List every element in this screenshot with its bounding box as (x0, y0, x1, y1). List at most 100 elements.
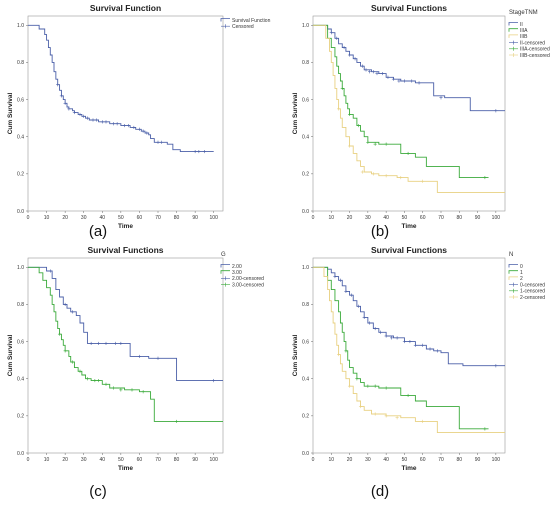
legend-entry: 2-censored (520, 295, 545, 301)
plot-area (27, 257, 224, 454)
x-tick-label: 70 (155, 457, 161, 463)
x-tick-label: 90 (475, 215, 481, 221)
x-axis-label: Time (118, 465, 133, 472)
x-tick-label: 50 (402, 215, 408, 221)
legend-entry: 0-censored (520, 282, 545, 288)
x-tick-label: 90 (192, 457, 198, 463)
x-tick-label: 50 (402, 457, 408, 463)
x-axis-label: Time (401, 465, 416, 472)
y-tick-label: 0.2 (17, 414, 24, 420)
x-tick-label: 100 (492, 457, 501, 463)
x-tick-label: 100 (210, 215, 219, 221)
x-tick-label: 70 (438, 457, 444, 463)
series-2 (313, 24, 505, 193)
x-tick-label: 60 (137, 215, 143, 221)
panel-label: (a) (89, 223, 107, 240)
x-tick-label: 20 (347, 215, 353, 221)
legend-entry: 1-censored (520, 289, 545, 295)
plot-area (312, 257, 506, 454)
x-tick-label: 40 (100, 457, 106, 463)
y-tick-label: 0.4 (302, 377, 309, 383)
y-tick-label: 1.0 (17, 265, 24, 271)
panel-label: (b) (371, 223, 389, 240)
y-tick-label: 1.0 (17, 23, 24, 29)
x-tick-label: 30 (365, 457, 371, 463)
legend-entry: Censored (232, 24, 254, 30)
legend-entry: IIIB (520, 34, 528, 40)
y-tick-label: 0.0 (17, 451, 24, 457)
panel-label: (d) (371, 483, 389, 500)
x-tick-label: 50 (118, 457, 124, 463)
survival-curve (28, 266, 223, 382)
x-tick-label: 10 (44, 215, 50, 221)
legend-swatch (508, 264, 518, 268)
x-tick-label: 80 (174, 457, 180, 463)
legend-swatch (220, 264, 230, 268)
panel-label: (c) (89, 483, 107, 500)
panel-title: Survival Functions (371, 245, 447, 255)
survival-curve (313, 266, 505, 367)
x-tick-label: 60 (420, 457, 426, 463)
x-tick-label: 30 (365, 215, 371, 221)
legend-entry: II (520, 22, 523, 28)
x-tick-label: 40 (383, 457, 389, 463)
legend-entry: 2.00 (232, 264, 242, 270)
y-tick-label: 0.6 (17, 97, 24, 103)
legend-entry: 0 (520, 264, 523, 270)
series-1 (28, 266, 223, 424)
y-tick-label: 0.2 (302, 172, 309, 178)
y-axis-label: Cum Survival (292, 335, 299, 377)
legend-swatch (220, 18, 230, 22)
y-tick-label: 0.8 (302, 60, 309, 66)
legend-entry: 2.00-censored (232, 276, 264, 282)
legend-swatch (508, 28, 518, 32)
x-tick-label: 80 (457, 215, 463, 221)
y-axis-label: Cum Survival (292, 93, 299, 135)
legend-entry: Survival Function (232, 18, 271, 24)
x-tick-label: 10 (44, 457, 50, 463)
legend-swatch (508, 276, 518, 280)
x-tick-label: 20 (62, 457, 68, 463)
y-tick-label: 0.0 (302, 451, 309, 457)
x-tick-label: 30 (81, 215, 87, 221)
x-tick-label: 90 (475, 457, 481, 463)
x-tick-label: 20 (347, 457, 353, 463)
legend-swatch (508, 22, 518, 26)
x-tick-label: 90 (192, 215, 198, 221)
x-tick-label: 30 (81, 457, 87, 463)
legend-title: N (509, 252, 513, 258)
y-tick-label: 1.0 (302, 23, 309, 29)
legend-swatch (220, 270, 230, 274)
x-tick-label: 0 (312, 215, 315, 221)
x-tick-label: 80 (174, 215, 180, 221)
series-1 (313, 24, 489, 180)
y-tick-label: 0.4 (302, 135, 309, 141)
x-tick-label: 100 (210, 457, 219, 463)
plot-area (312, 15, 506, 212)
series-0 (313, 266, 505, 368)
legend-entry: IIIA-censored (520, 47, 550, 53)
y-tick-label: 0.8 (17, 60, 24, 66)
legend-title: StageTNM (509, 10, 538, 16)
legend-swatch (508, 34, 518, 38)
y-tick-label: 0.8 (17, 302, 24, 308)
panel-title: Survival Functions (87, 245, 163, 255)
x-tick-label: 0 (27, 457, 30, 463)
y-tick-label: 0.0 (302, 209, 309, 215)
x-tick-label: 70 (438, 215, 444, 221)
series-0 (28, 266, 223, 383)
y-tick-label: 0.6 (302, 339, 309, 345)
x-tick-label: 20 (62, 215, 68, 221)
x-axis-label: Time (118, 223, 133, 230)
y-tick-label: 0.4 (17, 377, 24, 383)
legend-entry: II-censored (520, 40, 545, 46)
x-tick-label: 100 (492, 215, 501, 221)
plot-area (27, 15, 224, 212)
x-tick-label: 40 (383, 215, 389, 221)
legend-entry: 3.00-censored (232, 282, 264, 288)
